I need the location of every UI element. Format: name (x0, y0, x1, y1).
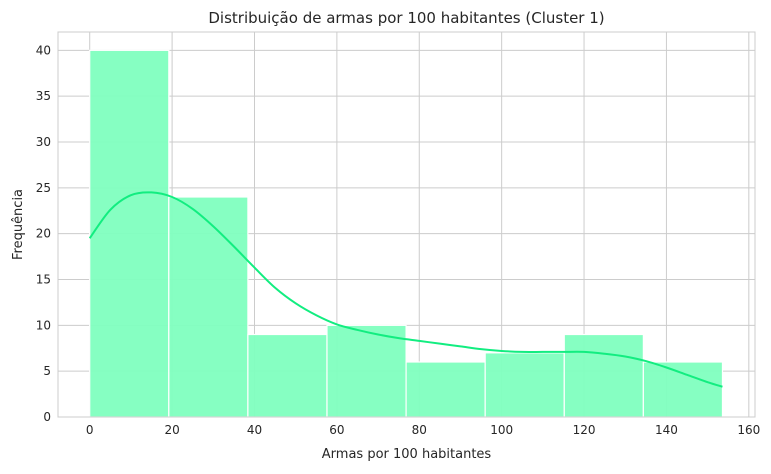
y-tick-label: 5 (43, 364, 51, 378)
kde-layer (88, 191, 723, 388)
x-tick-label: 80 (412, 423, 427, 437)
x-tick-label: 40 (247, 423, 262, 437)
histogram-bar (89, 49, 170, 418)
chart-title: Distribuição de armas por 100 habitantes… (208, 9, 604, 27)
kde-density-line (88, 191, 723, 388)
y-tick-label: 20 (36, 227, 51, 241)
x-axis-title: Armas por 100 habitantes (322, 447, 492, 462)
y-tick-label: 10 (36, 318, 51, 332)
x-tick-label: 140 (655, 423, 678, 437)
x-tick-label: 120 (573, 423, 596, 437)
y-tick-label: 15 (36, 273, 51, 287)
histogram-bar (326, 324, 407, 418)
x-tick-label: 60 (329, 423, 344, 437)
histogram-bar (247, 333, 328, 418)
tick-label-layer: 0 20 40 60 80 100 120 140 160 0 5 10 15 20 25 30 35 40 (36, 43, 761, 437)
histogram-bar (168, 196, 249, 418)
x-tick-label: 100 (490, 423, 513, 437)
histogram-bar (484, 352, 565, 418)
bar-layer (89, 49, 724, 418)
plot-frame (57, 31, 756, 418)
x-tick-label: 0 (86, 423, 94, 437)
y-tick-label: 30 (36, 135, 51, 149)
histogram-bar (642, 361, 724, 418)
y-tick-label: 40 (36, 43, 51, 57)
histogram-bar (563, 333, 644, 418)
x-tick-label: 160 (737, 423, 760, 437)
y-tick-label: 0 (43, 410, 51, 424)
y-tick-label: 25 (36, 181, 51, 195)
histogram-bar (405, 361, 486, 418)
y-tick-label: 35 (36, 89, 51, 103)
y-axis-title: Frequência (11, 189, 26, 260)
x-tick-label: 20 (164, 423, 179, 437)
